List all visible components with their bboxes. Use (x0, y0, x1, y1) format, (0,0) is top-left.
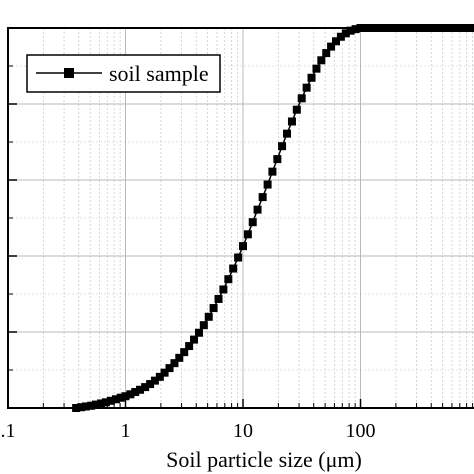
data-point (180, 348, 189, 357)
data-point (116, 393, 125, 402)
data-point (405, 24, 414, 32)
legend-label-soil-sample: soil sample (109, 61, 209, 86)
data-point (376, 24, 385, 32)
data-point (91, 400, 100, 409)
data-point (444, 24, 453, 32)
data-point (415, 24, 424, 32)
data-point (160, 368, 169, 377)
data-point (165, 364, 174, 373)
data-point (190, 335, 199, 344)
data-point (185, 342, 194, 351)
x-axis-label: Soil particle size (μm) (166, 447, 362, 472)
data-point (263, 180, 272, 189)
data-point (141, 383, 150, 392)
data-point (361, 24, 370, 32)
minor-grid (8, 28, 474, 408)
data-point (297, 94, 306, 103)
data-point (410, 24, 419, 32)
data-point (131, 388, 140, 397)
data-point (459, 24, 468, 32)
data-point (307, 73, 316, 82)
data-point (219, 285, 228, 294)
data-point (155, 372, 164, 381)
data-point (332, 37, 341, 46)
data-point (420, 24, 429, 32)
data-point (111, 395, 120, 404)
soil-sample-points (72, 24, 474, 412)
data-point (322, 49, 331, 58)
data-point (268, 167, 277, 176)
data-point (356, 24, 365, 32)
data-point (126, 390, 135, 399)
data-point (234, 253, 243, 262)
data-point (121, 392, 130, 401)
data-point (346, 26, 355, 35)
data-point (199, 321, 208, 330)
data-point (292, 105, 301, 114)
data-point (106, 396, 115, 405)
data-point (170, 359, 179, 368)
data-point (209, 304, 218, 313)
data-point (97, 399, 106, 408)
data-point (464, 24, 473, 32)
data-point (429, 24, 438, 32)
data-point (150, 376, 159, 385)
data-point (287, 117, 296, 126)
legend: soil sample (26, 54, 221, 93)
data-point (283, 129, 292, 138)
x-tick-label: 100 (346, 420, 376, 442)
data-point (351, 25, 360, 34)
data-point (434, 24, 443, 32)
data-point (204, 312, 213, 321)
data-point (243, 230, 252, 239)
data-point (454, 24, 463, 32)
data-point (439, 24, 448, 32)
data-point (449, 24, 458, 32)
data-point (278, 142, 287, 151)
x-tick-labels: .1 1 10 100 (1, 420, 376, 442)
legend-marker-sample (64, 68, 74, 78)
data-point (312, 64, 321, 73)
data-point (390, 24, 399, 32)
data-point (72, 404, 81, 412)
x-tick-label: 1 (121, 420, 131, 442)
data-point (214, 294, 223, 303)
data-point (229, 264, 238, 273)
data-point (136, 385, 145, 394)
data-point (248, 218, 257, 227)
data-point (146, 380, 155, 389)
data-point (253, 205, 262, 214)
data-point (366, 24, 375, 32)
data-point (101, 398, 110, 407)
x-tick-label: 10 (233, 420, 253, 442)
data-point (239, 242, 247, 251)
data-point (81, 402, 90, 411)
data-point (302, 83, 311, 92)
y-axis-ticks (8, 27, 17, 409)
data-point (381, 24, 390, 32)
data-point (224, 275, 233, 284)
data-point (77, 403, 86, 412)
data-point (400, 24, 409, 32)
data-point (371, 24, 380, 32)
data-point (258, 193, 267, 202)
data-point (194, 328, 203, 337)
data-point (317, 56, 326, 65)
data-point (336, 32, 345, 41)
data-point (425, 24, 434, 32)
data-point (273, 155, 282, 164)
data-point (469, 24, 474, 32)
data-point (385, 24, 394, 32)
data-point (395, 24, 404, 32)
data-point (327, 42, 336, 51)
data-point (87, 401, 96, 410)
data-point (341, 29, 350, 38)
data-point (175, 353, 184, 362)
x-tick-label: .1 (1, 420, 16, 442)
